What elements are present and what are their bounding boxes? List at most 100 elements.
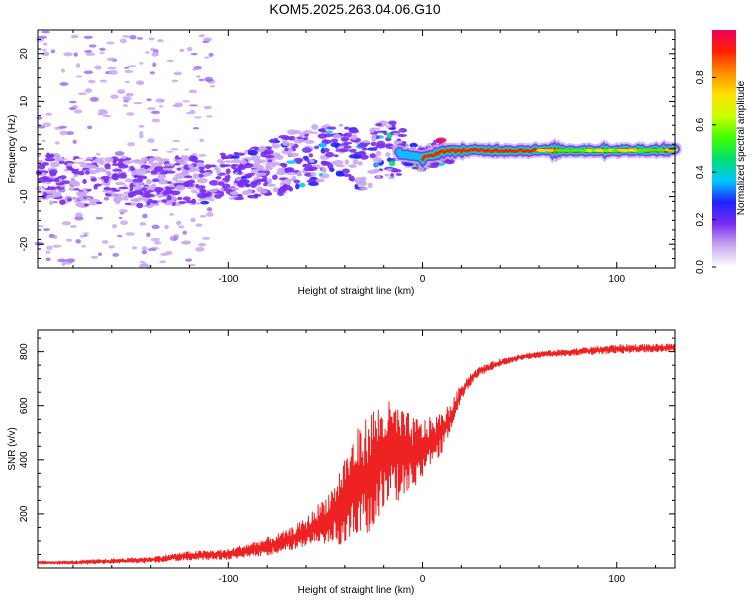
- spectrogram-blob: [101, 169, 107, 173]
- spectrogram-speckle: [169, 212, 174, 216]
- spectrogram-blob: [132, 185, 143, 190]
- spectrogram-blob: [103, 186, 111, 191]
- spectrogram-blob: [148, 160, 153, 165]
- spectrogram-blob: [46, 194, 57, 199]
- spectrogram-blob: [233, 151, 239, 156]
- spectrogram-speckle: [149, 71, 155, 75]
- spectrogram-blob: [230, 191, 239, 196]
- spectrogram-blob: [164, 186, 176, 190]
- spectrogram-speckle: [37, 125, 46, 129]
- spectrogram-blob: [335, 172, 345, 177]
- snr-frame: [37, 329, 676, 569]
- spectrogram-speckle: [121, 35, 131, 38]
- spectrogram-blob: [323, 133, 334, 138]
- spectrogram-speckle: [181, 240, 192, 245]
- spectrogram-speckle: [199, 138, 205, 143]
- spectrogram-speckle: [193, 116, 202, 119]
- spectrogram-blob: [197, 161, 203, 167]
- spectrogram-speckle: [127, 65, 137, 68]
- spectrogram-speckle: [97, 252, 103, 256]
- spectrogram-blob: [266, 192, 273, 196]
- spectrogram-blob: [139, 191, 144, 196]
- spectrogram-blob: [237, 170, 243, 175]
- spectrogram-blob: [127, 191, 138, 197]
- spectrogram-speckle: [195, 247, 205, 252]
- spectrogram-speckle: [68, 100, 77, 104]
- spectrogram-speckle: [45, 257, 51, 262]
- spectrogram-speckle: [129, 35, 137, 40]
- spectrogram-blob: [74, 158, 85, 163]
- spectrogram-blob: [47, 186, 57, 190]
- spectrogram-speckle: [170, 235, 175, 240]
- spectrogram-blob: [443, 160, 453, 164]
- spectrogram-blob: [253, 147, 259, 151]
- spectrogram-blob: [303, 167, 314, 172]
- spectrogram-speckle: [118, 209, 128, 214]
- spectrogram-blob: [266, 183, 277, 187]
- spectrogram-blob: [360, 154, 369, 160]
- colorbar-ticks: 0.0 0.2 0.4 0.6 0.8: [695, 70, 716, 274]
- spectrogram-blob: [190, 156, 197, 163]
- spectrogram-speckle: [120, 220, 129, 226]
- spectrogram-speckle: [203, 105, 212, 110]
- spectrogram-blobs: [34, 30, 456, 270]
- spectrogram-blob: [178, 201, 187, 204]
- spectrogram-blob: [370, 141, 377, 147]
- spectrogram-blob: [268, 139, 277, 143]
- spectrogram-blob: [105, 170, 112, 176]
- spectrogram-speckle: [173, 71, 182, 76]
- spectrogram-blob: [323, 148, 330, 153]
- spectrogram-speckle: [41, 48, 47, 51]
- spectrogram-blob: [357, 142, 368, 148]
- spectrogram-blob: [153, 186, 164, 193]
- spectrogram-blob: [164, 163, 175, 167]
- spectrogram-blob: [333, 159, 344, 166]
- spectrogram-blob: [172, 176, 179, 182]
- y-tick-label: 20: [19, 48, 30, 60]
- spectrogram-speckle: [58, 125, 67, 129]
- spectrogram-blob: [175, 184, 186, 191]
- spectrogram-blob: [183, 155, 190, 160]
- spectrogram-blob: [41, 193, 47, 199]
- spectrogram-blob: [166, 181, 173, 184]
- spectrogram-speckle: [96, 152, 101, 156]
- spectrogram-blob: [385, 152, 391, 158]
- spectrogram-blob: [38, 163, 46, 170]
- colorbar-tick-label: 0.2: [695, 212, 706, 226]
- spectrogram-blob: [403, 162, 414, 167]
- spectrogram-blob: [78, 170, 85, 176]
- spectrogram-blob: [409, 142, 418, 148]
- y-tick-label: 800: [19, 343, 30, 360]
- spectrogram-speckle: [146, 98, 152, 102]
- spectrogram-blob: [293, 138, 304, 144]
- spectrogram-speckle: [202, 40, 210, 44]
- spectrogram-speckle: [61, 262, 66, 267]
- y-tick-label: -10: [19, 189, 30, 204]
- spectrogram-blob: [293, 179, 301, 184]
- spectrogram-blob: [37, 177, 47, 183]
- spectrogram-speckle: [182, 230, 187, 235]
- spectrogram-speckle: [124, 69, 134, 74]
- spectrogram-ridge-spot: [546, 148, 555, 152]
- spectrogram-blob: [298, 182, 306, 188]
- spectrogram-speckle: [187, 263, 196, 267]
- spectrogram-speckle: [60, 68, 65, 73]
- spectrogram-blob: [76, 191, 86, 196]
- spectrogram-speckle: [48, 200, 54, 206]
- spectrogram-blob: [250, 154, 261, 161]
- spectrogram-speckle: [146, 107, 156, 111]
- spectrogram-blob: [94, 157, 103, 164]
- spectrogram-speckle: [94, 65, 102, 70]
- spectrogram-blob: [285, 167, 295, 173]
- spectrogram-blob: [284, 147, 289, 152]
- spectrogram-speckle: [139, 133, 144, 139]
- spectrogram-blob: [94, 183, 102, 187]
- spectrogram-blob: [397, 134, 408, 137]
- spectrogram-blob: [369, 127, 375, 134]
- colorbar-tick-label: 0.8: [695, 70, 706, 84]
- spectrogram-speckle: [206, 211, 214, 217]
- spectrogram-speckle: [107, 66, 117, 70]
- spectrogram-blob: [125, 178, 133, 183]
- snr-series: [37, 343, 676, 565]
- spectrogram-speckle: [101, 240, 109, 244]
